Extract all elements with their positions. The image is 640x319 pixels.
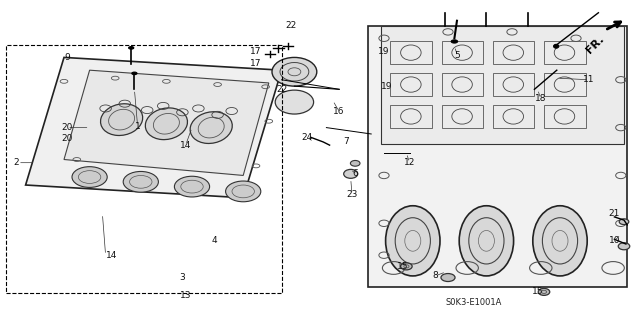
Ellipse shape — [129, 47, 134, 49]
Bar — [493, 105, 534, 128]
Text: 19: 19 — [378, 47, 390, 56]
Text: 5: 5 — [455, 51, 460, 60]
Text: 17: 17 — [250, 59, 262, 68]
Ellipse shape — [401, 263, 412, 270]
Text: FR.: FR. — [584, 33, 606, 55]
Text: 15: 15 — [532, 287, 543, 296]
Text: 17: 17 — [250, 47, 262, 56]
Text: 1: 1 — [135, 122, 140, 130]
Bar — [390, 73, 432, 96]
Ellipse shape — [620, 219, 628, 225]
Text: S0K3-E1001A: S0K3-E1001A — [445, 298, 502, 307]
Ellipse shape — [538, 288, 550, 295]
Ellipse shape — [532, 206, 588, 276]
Text: 23: 23 — [346, 190, 358, 199]
Ellipse shape — [351, 160, 360, 166]
Ellipse shape — [145, 108, 188, 140]
Ellipse shape — [72, 167, 108, 188]
Bar — [390, 105, 432, 128]
Ellipse shape — [618, 243, 630, 250]
Polygon shape — [26, 57, 282, 198]
Text: 16: 16 — [333, 107, 345, 116]
Bar — [544, 41, 586, 64]
Text: 3: 3 — [180, 273, 185, 282]
Text: 14: 14 — [180, 141, 191, 150]
Text: 6: 6 — [353, 169, 358, 178]
Text: 14: 14 — [106, 251, 118, 260]
Ellipse shape — [554, 44, 559, 48]
Text: 9: 9 — [65, 53, 70, 62]
Text: 22: 22 — [276, 85, 287, 94]
Ellipse shape — [451, 40, 458, 43]
Bar — [493, 41, 534, 64]
Ellipse shape — [124, 171, 159, 192]
Bar — [442, 73, 483, 96]
Polygon shape — [368, 26, 627, 287]
Text: 10: 10 — [609, 236, 620, 245]
Text: 12: 12 — [404, 158, 415, 167]
Text: 21: 21 — [609, 209, 620, 218]
Text: 11: 11 — [583, 75, 595, 84]
Ellipse shape — [190, 112, 232, 144]
Ellipse shape — [132, 72, 137, 75]
Text: 8: 8 — [433, 271, 438, 280]
Ellipse shape — [460, 206, 514, 276]
Ellipse shape — [441, 274, 455, 281]
Text: 4: 4 — [212, 236, 217, 245]
Bar — [6, 45, 282, 293]
Polygon shape — [381, 26, 624, 144]
Bar — [544, 73, 586, 96]
Ellipse shape — [385, 206, 440, 276]
Text: 7: 7 — [343, 137, 348, 146]
Bar — [442, 105, 483, 128]
Text: 19: 19 — [381, 82, 393, 91]
Text: 2: 2 — [13, 158, 19, 167]
Ellipse shape — [272, 57, 317, 86]
Text: 24: 24 — [301, 133, 313, 142]
Ellipse shape — [100, 104, 143, 136]
Bar — [493, 73, 534, 96]
Ellipse shape — [275, 90, 314, 114]
Text: 13: 13 — [180, 291, 191, 300]
Text: 18: 18 — [535, 94, 547, 103]
Ellipse shape — [344, 169, 358, 178]
Ellipse shape — [226, 181, 261, 202]
Bar — [390, 41, 432, 64]
Text: 20: 20 — [61, 123, 73, 132]
Text: 15: 15 — [397, 262, 409, 271]
Bar — [544, 105, 586, 128]
Text: 20: 20 — [61, 134, 73, 143]
Text: 22: 22 — [285, 21, 297, 30]
Bar — [442, 41, 483, 64]
Ellipse shape — [174, 176, 210, 197]
Polygon shape — [64, 70, 269, 175]
